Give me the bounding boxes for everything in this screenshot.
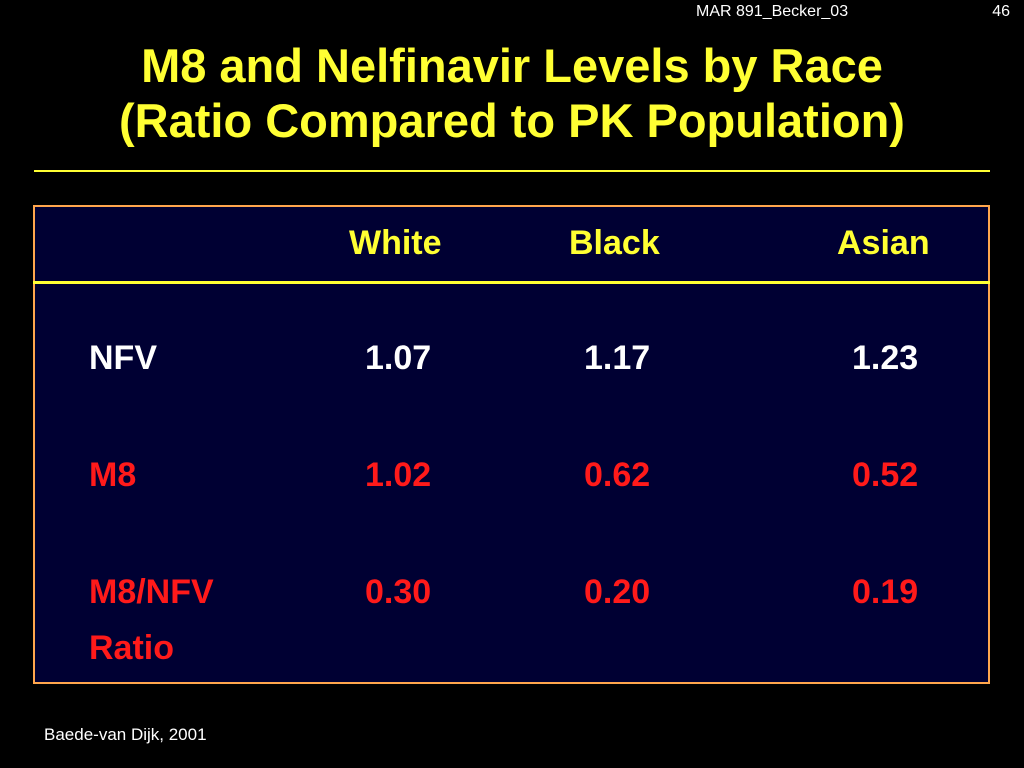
data-table-panel bbox=[33, 205, 990, 684]
source-citation: Baede-van Dijk, 2001 bbox=[44, 725, 207, 744]
row-label-ratio-line-1: M8/NFV bbox=[89, 573, 214, 611]
table-header-divider bbox=[33, 281, 990, 284]
m8-asian-value: 0.52 bbox=[852, 456, 919, 494]
m8-black-value: 0.62 bbox=[584, 456, 651, 494]
row-label-ratio-line-2: Ratio bbox=[89, 629, 174, 667]
nfv-asian-value: 1.23 bbox=[852, 339, 919, 377]
ratio-white-value: 0.30 bbox=[365, 573, 432, 611]
column-header-black: Black bbox=[569, 224, 660, 262]
slide-title: M8 and Nelfinavir Levels by Race (Ratio … bbox=[0, 38, 1024, 148]
m8-white-value: 1.02 bbox=[365, 456, 432, 494]
slide-code: MAR 891_Becker_03 bbox=[696, 3, 849, 20]
column-header-white: White bbox=[349, 224, 442, 262]
row-label-nfv: NFV bbox=[89, 339, 157, 377]
title-line-2: (Ratio Compared to PK Population) bbox=[119, 94, 905, 147]
row-label-m8: M8 bbox=[89, 456, 137, 494]
slide-number: 46 bbox=[992, 3, 1010, 20]
nfv-black-value: 1.17 bbox=[584, 339, 651, 377]
ratio-asian-value: 0.19 bbox=[852, 573, 919, 611]
title-divider bbox=[34, 170, 990, 172]
nfv-white-value: 1.07 bbox=[365, 339, 432, 377]
column-header-asian: Asian bbox=[837, 224, 930, 262]
ratio-black-value: 0.20 bbox=[584, 573, 651, 611]
title-line-1: M8 and Nelfinavir Levels by Race bbox=[141, 39, 883, 92]
